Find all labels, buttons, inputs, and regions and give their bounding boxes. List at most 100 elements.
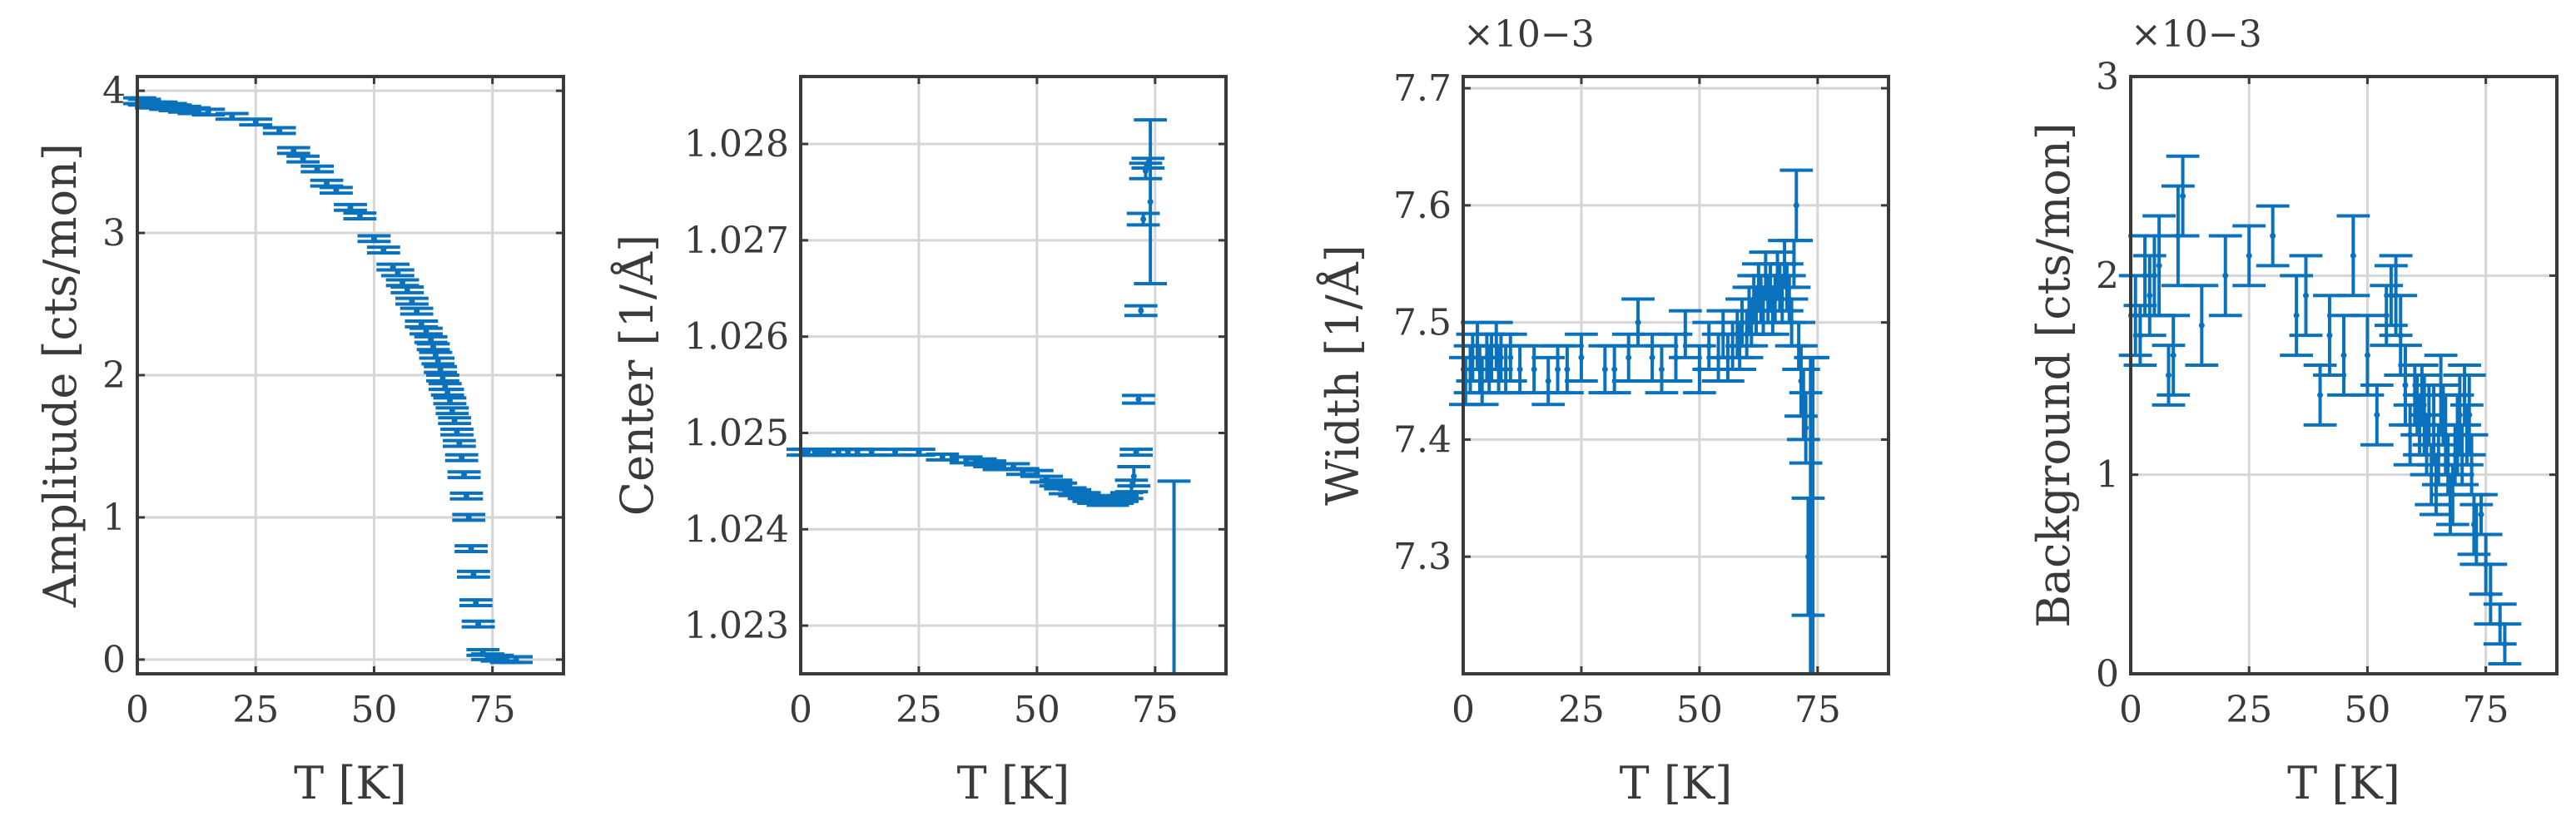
series-center: [786, 118, 1191, 674]
data-point: [1497, 354, 1504, 361]
data-point: [513, 656, 519, 663]
data-point: [892, 449, 899, 456]
axes-frame: [2129, 75, 2559, 675]
y-tick-label: 7.6: [1393, 185, 1452, 227]
x-tick-label: 50: [1676, 689, 1723, 731]
x-axis-label: T [K]: [957, 757, 1070, 809]
data-point: [1705, 343, 1712, 349]
axis-exponent-label: ×10−3: [1463, 13, 1595, 56]
data-point: [2147, 292, 2153, 299]
data-point: [916, 449, 922, 456]
data-point: [1793, 202, 1799, 209]
data-point: [2374, 412, 2380, 418]
data-point: [439, 374, 446, 381]
data-point: [1649, 354, 1655, 361]
data-point: [314, 166, 320, 172]
error-bar: [1796, 355, 1830, 674]
data-point: [475, 621, 482, 627]
y-tick-label: 2: [102, 354, 126, 397]
data-point: [2293, 312, 2300, 319]
data-point: [1555, 366, 1561, 373]
data-point: [2425, 412, 2432, 418]
data-point: [1578, 354, 1585, 361]
data-point: [2487, 591, 2494, 597]
data-point: [2222, 272, 2229, 279]
data-point: [1809, 612, 1816, 619]
x-tick-label: 75: [469, 689, 516, 731]
data-point: [370, 235, 377, 242]
error-bar: [1157, 479, 1191, 674]
data-point: [229, 113, 236, 120]
y-tick-label: 1.025: [684, 412, 789, 454]
data-point: [2151, 272, 2157, 279]
y-tick-label: 7.3: [1393, 536, 1452, 578]
data-point: [465, 514, 472, 521]
data-point: [473, 600, 479, 606]
data-point: [454, 428, 460, 435]
axes-frame: [136, 75, 565, 675]
data-point: [1682, 331, 1689, 338]
plot-area: [801, 77, 1226, 674]
x-tick-label: 50: [2344, 689, 2390, 731]
data-point: [1803, 424, 1809, 431]
data-point: [418, 320, 424, 327]
data-point: [1502, 366, 1509, 373]
data-point: [1658, 366, 1665, 373]
y-tick-label: 1.028: [684, 123, 789, 166]
data-point: [2397, 332, 2404, 339]
data-point: [1488, 354, 1495, 361]
x-tick-label: 0: [126, 689, 149, 731]
data-point: [456, 440, 463, 447]
chart-panel-2: 0 25 50 75 1.023 1.024 1.025 1.026 1.027 1.028 T […: [609, 75, 1228, 809]
data-point: [1601, 366, 1608, 373]
data-point: [2166, 372, 2172, 378]
x-tick-label: 75: [1794, 689, 1841, 731]
data-point: [2198, 322, 2205, 329]
y-tick-label: 1: [102, 497, 126, 539]
data-point: [449, 408, 455, 414]
data-point: [2501, 641, 2508, 647]
x-tick-label: 75: [2463, 689, 2509, 731]
data-point: [290, 147, 297, 154]
y-axis-label: Center [1/Å]: [609, 235, 663, 516]
data-point: [2180, 193, 2186, 200]
data-point: [2383, 312, 2390, 319]
axes-frame: [1462, 75, 1890, 675]
data-point: [468, 546, 474, 552]
chart-panel-1: 0 25 50 75 0 1 2 3 4 T [K] Amplitude [cts/mon]: [34, 70, 565, 809]
data-point: [1531, 366, 1537, 373]
data-point: [2364, 352, 2370, 359]
y-tick-label: 1.024: [684, 508, 789, 551]
x-tick-label: 0: [1452, 689, 1475, 731]
x-tick-label: 50: [350, 689, 397, 731]
x-tick-label: 75: [1132, 689, 1179, 731]
data-point: [2317, 392, 2324, 398]
data-point: [1140, 215, 1147, 222]
y-tick-label: 0: [2096, 653, 2119, 695]
data-point: [252, 119, 259, 126]
data-point: [2350, 252, 2356, 259]
y-tick-label: 1.027: [684, 220, 789, 262]
data-point: [1626, 354, 1632, 361]
data-point: [470, 571, 477, 577]
x-tick-label: 0: [789, 689, 812, 731]
y-tick-label: 7.4: [1393, 418, 1452, 461]
data-point: [1516, 366, 1523, 373]
y-axis-label: Width [1/Å]: [1315, 245, 1369, 506]
data-point: [434, 358, 441, 364]
data-point: [1507, 354, 1514, 361]
data-point: [1135, 396, 1142, 403]
data-point: [2246, 252, 2252, 259]
data-point: [1545, 378, 1551, 384]
data-point: [939, 453, 946, 460]
data-point: [324, 180, 330, 186]
data-point: [356, 213, 363, 220]
y-tick-label: 0: [102, 639, 126, 681]
data-point: [2326, 332, 2333, 339]
data-point: [451, 418, 458, 424]
y-tick-label: 2: [2096, 255, 2119, 297]
chart-panel-4: 0 25 50 75 0 1 2 3 T [K] Background [cts/mon] ×10−…: [2028, 13, 2559, 809]
data-point: [400, 279, 406, 286]
data-point: [1790, 260, 1797, 267]
